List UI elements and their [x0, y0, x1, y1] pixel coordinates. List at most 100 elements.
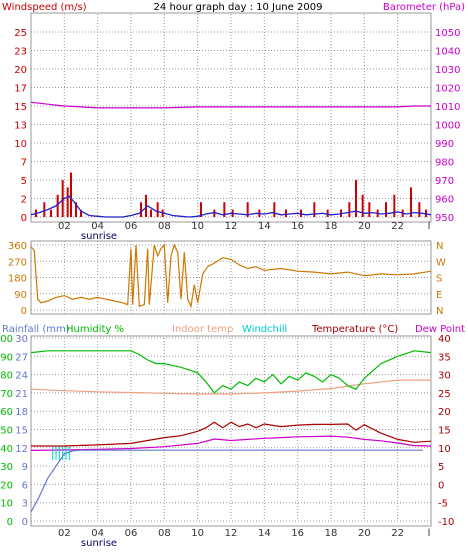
baro-y-tick-1020: 1020 — [435, 84, 460, 95]
wind-y-tick-7: 7 — [21, 158, 27, 169]
wind-x-tick-18: 18 — [325, 221, 338, 232]
th-x-tick-20: 20 — [358, 528, 371, 539]
wind-y-tick-17: 17 — [14, 84, 27, 95]
th-x-tick-12: 12 — [225, 528, 238, 539]
gust-bar — [80, 209, 82, 217]
humidity-y-tick-90: 90 — [0, 352, 13, 363]
wind-y-tick-20: 20 — [14, 65, 27, 76]
th-x-tick-18: 18 — [325, 528, 338, 539]
wind-x-tick-06: 06 — [125, 221, 138, 232]
chart-marks: 0257101315172023259509609709809901000101… — [0, 14, 460, 539]
temperature-axis-label: Temperature (°C) — [311, 324, 398, 335]
wind-y-tick-0: 0 — [21, 213, 27, 224]
wind-x-tick-20: 20 — [358, 221, 371, 232]
humidity-y-tick-30: 30 — [0, 462, 13, 473]
gust-bar — [348, 202, 351, 217]
gust-bar — [355, 180, 357, 217]
gust-bar — [410, 187, 412, 217]
wind-x-tick-02: 02 — [58, 221, 71, 232]
gust-bar — [246, 202, 249, 217]
sunrise-label-bottom: sunrise — [81, 538, 117, 549]
windspeed-axis-label: Windspeed (m/s) — [2, 2, 87, 13]
gust-bar — [313, 202, 316, 217]
temp-y-tick-10: 10 — [438, 444, 451, 455]
temp-y-tick--10: -10 — [438, 517, 454, 528]
gust-bar — [56, 194, 59, 217]
baro-y-tick-1040: 1040 — [435, 47, 460, 58]
dewpoint-axis-label: Dew Point — [415, 324, 465, 335]
wind-y-tick-23: 23 — [14, 47, 27, 58]
windspeed-line — [30, 195, 432, 218]
dir-compass-4: N — [436, 306, 443, 317]
chart-title: 24 hour graph day : 10 June 2009 — [154, 2, 323, 13]
temp-y-tick-35: 35 — [438, 352, 451, 363]
baro-y-tick-1030: 1030 — [435, 65, 460, 76]
temperature-line — [31, 421, 432, 447]
rainfall-axis-label: Rainfall (mm) — [2, 324, 70, 335]
dir-compass-0: N — [436, 241, 443, 252]
wind-x-tick-22: 22 — [391, 221, 404, 232]
wind-y-tick-2: 2 — [21, 195, 27, 206]
humidity-y-tick-100: 100 — [0, 334, 13, 345]
indoor-temp-label: Indoor temp — [172, 324, 233, 335]
baro-y-tick-950: 950 — [435, 213, 454, 224]
dir-y-tick-360: 360 — [8, 241, 27, 252]
temp-y-tick-20: 20 — [438, 407, 451, 418]
th-x-tick-08: 08 — [158, 528, 171, 539]
gust-bar — [393, 194, 396, 217]
baro-y-tick-990: 990 — [435, 139, 454, 150]
humidity-y-tick-50: 50 — [0, 426, 13, 437]
baro-y-tick-1050: 1050 — [435, 28, 460, 39]
gust-bar — [418, 202, 421, 217]
gust-bar — [285, 209, 287, 217]
gust-bar — [361, 194, 364, 217]
dir-compass-2: S — [436, 274, 442, 285]
rainfall-line — [30, 449, 423, 513]
th-x-tick-end: l — [428, 528, 431, 539]
gust-bar — [156, 202, 159, 217]
th-x-tick-16: 16 — [291, 528, 304, 539]
sunrise-label-top: sunrise — [81, 231, 117, 242]
temp-y-tick-15: 15 — [438, 426, 451, 437]
gust-bar — [326, 209, 329, 217]
gust-bar — [223, 202, 226, 217]
wind-y-tick-13: 13 — [14, 121, 27, 132]
wind-x-tick-16: 16 — [291, 221, 304, 232]
humidity-line — [30, 350, 432, 394]
humidity-y-tick-60: 60 — [0, 407, 13, 418]
humidity-y-tick-20: 20 — [0, 480, 13, 491]
th-x-tick-14: 14 — [258, 528, 271, 539]
baro-y-tick-960: 960 — [435, 195, 454, 206]
direction-line — [30, 243, 432, 309]
baro-y-tick-980: 980 — [435, 158, 454, 169]
dir-y-tick-180: 180 — [8, 274, 27, 285]
temp-y-tick-0: 0 — [438, 480, 444, 491]
gust-bar — [213, 209, 216, 217]
gust-bar — [145, 194, 147, 217]
wind-x-tick-14: 14 — [258, 221, 271, 232]
gust-bar — [61, 180, 64, 217]
rain-y-tick-21: 21 — [15, 389, 28, 400]
wind-x-tick-12: 12 — [225, 221, 238, 232]
temp-y-tick-40: 40 — [438, 334, 451, 345]
rain-y-tick-30: 30 — [15, 334, 28, 345]
gust-bar — [200, 202, 202, 217]
th-x-tick-22: 22 — [391, 528, 404, 539]
gust-bar — [150, 209, 152, 217]
dir-compass-3: E — [436, 290, 442, 301]
gust-bar — [273, 202, 276, 217]
baro-y-tick-1000: 1000 — [435, 121, 460, 132]
humidity-y-tick-40: 40 — [0, 444, 13, 455]
rain-y-tick-15: 15 — [15, 426, 28, 437]
rain-y-tick-24: 24 — [15, 371, 28, 382]
temp-y-tick-30: 30 — [438, 371, 451, 382]
rain-y-tick-12: 12 — [15, 444, 28, 455]
th-x-tick-02: 02 — [58, 528, 71, 539]
humidity-y-tick-10: 10 — [0, 499, 13, 510]
rain-y-tick-18: 18 — [15, 407, 28, 418]
gust-bar — [140, 202, 142, 217]
gust-bar — [43, 202, 46, 217]
rain-y-tick-27: 27 — [15, 352, 28, 363]
dir-y-tick-90: 90 — [14, 290, 27, 301]
